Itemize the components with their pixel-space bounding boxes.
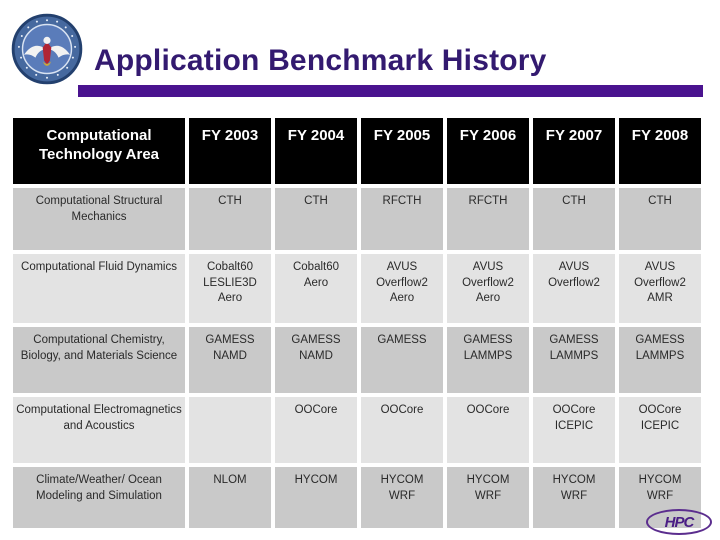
table-cell: GAMESS NAMD xyxy=(275,327,357,393)
table-cell: AVUS Overflow2 AMR xyxy=(619,254,701,323)
table-cell: GAMESS NAMD xyxy=(189,327,271,393)
table-cell: AVUS Overflow2 Aero xyxy=(361,254,443,323)
hpcmp-logo: HPC xyxy=(646,509,712,535)
column-header-fy2007: FY 2007 xyxy=(533,118,615,184)
table-row-climate-weather-ocean: Climate/Weather/ Ocean Modeling and Simu… xyxy=(13,467,701,528)
table-cell: OOCore ICEPIC xyxy=(533,397,615,463)
table-cell: OOCore ICEPIC xyxy=(619,397,701,463)
column-header-fy2003: FY 2003 xyxy=(189,118,271,184)
table-cell: OOCore xyxy=(447,397,529,463)
column-header-fy2006: FY 2006 xyxy=(447,118,529,184)
table-cell: CTH xyxy=(533,188,615,250)
table-row-electromagnetics-acoustics: Computational Electromagnetics and Acous… xyxy=(13,397,701,463)
table-cell: OOCore xyxy=(361,397,443,463)
table-row-fluid-dynamics: Computational Fluid Dynamics Cobalt60 LE… xyxy=(13,254,701,323)
column-header-fy2005: FY 2005 xyxy=(361,118,443,184)
table-cell: Cobalt60 Aero xyxy=(275,254,357,323)
table-row-chemistry-biology-materials: Computational Chemistry, Biology, and Ma… xyxy=(13,327,701,393)
table-cell: RFCTH xyxy=(447,188,529,250)
dod-seal-icon xyxy=(11,13,83,85)
table-cell: CTH xyxy=(275,188,357,250)
table-cell: GAMESS LAMMPS xyxy=(619,327,701,393)
table-cell: HYCOM xyxy=(275,467,357,528)
table-cell: GAMESS LAMMPS xyxy=(533,327,615,393)
table-cell: HYCOM WRF xyxy=(447,467,529,528)
table-cell: OOCore xyxy=(275,397,357,463)
table-cell: AVUS Overflow2 Aero xyxy=(447,254,529,323)
row-label: Computational Fluid Dynamics xyxy=(13,254,185,323)
row-label: Computational Structural Mechanics xyxy=(13,188,185,250)
table-cell: CTH xyxy=(189,188,271,250)
table-cell: CTH xyxy=(619,188,701,250)
table-row-structural-mechanics: Computational Structural Mechanics CTH C… xyxy=(13,188,701,250)
table-cell: GAMESS xyxy=(361,327,443,393)
column-header-fy2004: FY 2004 xyxy=(275,118,357,184)
table-cell: AVUS Overflow2 xyxy=(533,254,615,323)
table-cell: RFCTH xyxy=(361,188,443,250)
row-label: Computational Electromagnetics and Acous… xyxy=(13,397,185,463)
title-underline-bar xyxy=(78,85,703,97)
table-header-row: Computational Technology Area FY 2003 FY… xyxy=(13,118,701,184)
column-header-technology-area: Computational Technology Area xyxy=(13,118,185,184)
column-header-fy2008: FY 2008 xyxy=(619,118,701,184)
benchmark-history-table: Computational Technology Area FY 2003 FY… xyxy=(9,114,705,532)
table-cell: NLOM xyxy=(189,467,271,528)
table-cell: Cobalt60 LESLIE3D Aero xyxy=(189,254,271,323)
table-cell: HYCOM WRF xyxy=(361,467,443,528)
row-label: Computational Chemistry, Biology, and Ma… xyxy=(13,327,185,393)
table-cell: GAMESS LAMMPS xyxy=(447,327,529,393)
table-cell xyxy=(189,397,271,463)
page-title: Application Benchmark History xyxy=(94,44,547,77)
hpc-logo-text: HPC xyxy=(664,513,695,531)
table-cell: HYCOM WRF xyxy=(533,467,615,528)
row-label: Climate/Weather/ Ocean Modeling and Simu… xyxy=(13,467,185,528)
